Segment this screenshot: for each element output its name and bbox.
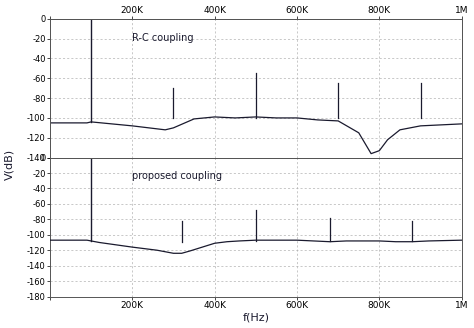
X-axis label: f(Hz): f(Hz) [242, 313, 269, 322]
Text: V(dB): V(dB) [5, 149, 15, 179]
Text: proposed coupling: proposed coupling [132, 172, 222, 181]
Text: R-C coupling: R-C coupling [132, 32, 194, 43]
